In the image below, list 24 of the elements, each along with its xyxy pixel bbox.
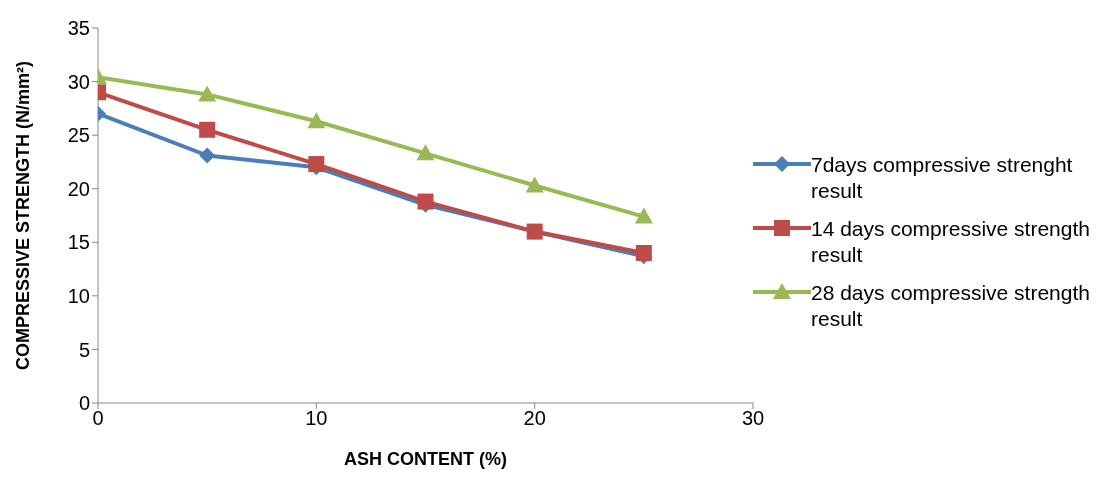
y-tick-label: 15	[67, 231, 90, 254]
y-axis-title: COMPRESSIVE STRENGTH (N/mm²)	[13, 60, 34, 371]
x-axis-title: ASH CONTENT (%)	[344, 449, 507, 469]
x-tick-label: 0	[92, 407, 104, 430]
y-tick-label: 25	[67, 124, 90, 147]
point	[416, 144, 435, 161]
x-tick-label: 20	[523, 407, 546, 430]
y-tick-label: 0	[78, 392, 90, 415]
point	[198, 85, 217, 102]
y-tick-label: 35	[67, 17, 90, 40]
point	[307, 112, 326, 129]
legend-label: 28 days compressive strength result	[811, 279, 1091, 332]
x-tick-label: 30	[741, 407, 765, 430]
point	[634, 207, 653, 224]
y-tick-label: 30	[67, 70, 90, 93]
y-tick-label: 5	[78, 338, 90, 361]
y-tick-label: 20	[67, 177, 90, 200]
point	[635, 245, 652, 261]
y-tick-label: 10	[67, 284, 90, 307]
legend-label: 7days compressive strenght result	[811, 151, 1074, 204]
point	[199, 121, 216, 138]
x-tick-label: 10	[305, 407, 328, 430]
point	[525, 176, 544, 193]
legend-label: 14 days compressive strength result	[811, 215, 1091, 268]
